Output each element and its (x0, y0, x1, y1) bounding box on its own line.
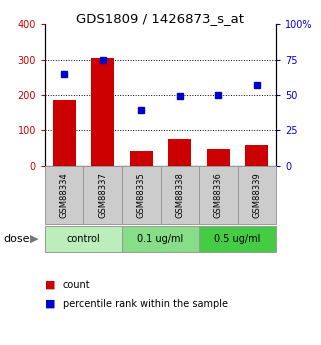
Text: ■: ■ (45, 280, 56, 289)
Text: dose: dose (3, 234, 30, 244)
Bar (122, 166, 160, 224)
Text: ■: ■ (45, 299, 56, 308)
Bar (160, 166, 199, 224)
Bar (53, 100, 76, 166)
Text: 0.1 ug/ml: 0.1 ug/ml (137, 234, 184, 244)
Bar (45, 166, 83, 224)
Bar (91, 58, 114, 166)
Text: GSM88339: GSM88339 (252, 172, 261, 218)
Bar (83, 166, 122, 224)
Bar (130, 151, 153, 166)
Bar (168, 139, 191, 166)
Text: GSM88337: GSM88337 (98, 172, 107, 218)
Bar (245, 145, 268, 166)
Bar (207, 149, 230, 166)
Text: percentile rank within the sample: percentile rank within the sample (63, 299, 228, 308)
Text: GSM88335: GSM88335 (137, 172, 146, 218)
Text: control: control (66, 234, 100, 244)
Text: count: count (63, 280, 90, 289)
Bar (122, 226, 199, 252)
Text: GSM88336: GSM88336 (214, 172, 223, 218)
Text: 0.5 ug/ml: 0.5 ug/ml (214, 234, 261, 244)
Bar (238, 166, 276, 224)
Bar (45, 226, 122, 252)
Text: GSM88334: GSM88334 (60, 172, 69, 218)
Text: ▶: ▶ (30, 234, 38, 244)
Bar (199, 226, 276, 252)
Text: GDS1809 / 1426873_s_at: GDS1809 / 1426873_s_at (76, 12, 245, 25)
Bar (199, 166, 238, 224)
Text: GSM88338: GSM88338 (175, 172, 184, 218)
